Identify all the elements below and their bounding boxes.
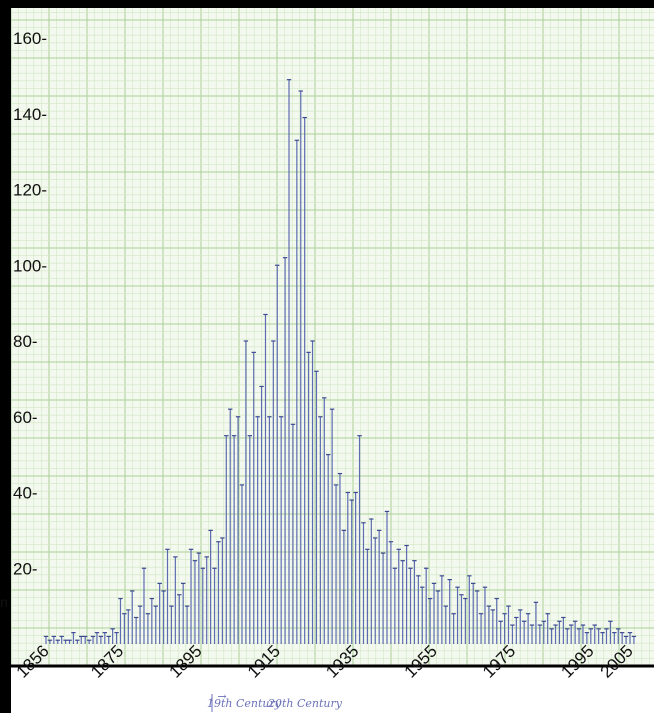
y-tick-label: 100- (13, 256, 47, 275)
y-tick-label: 20- (13, 559, 38, 578)
annotation-arrow: → (217, 690, 226, 703)
y-tick-label: 80- (13, 332, 38, 351)
left-border (0, 0, 11, 713)
top-border (0, 0, 654, 8)
y-tick-label: 140- (13, 105, 47, 124)
y-tick-label: 40- (13, 484, 38, 503)
y-axis-ticks: 20- 40- 60- 80- 100- 120- 140- 160- (13, 29, 47, 578)
stems (43, 79, 637, 644)
annotation-19th-century: 19th Century (207, 697, 282, 710)
y-tick-label: 120- (13, 181, 47, 200)
y-tick-label: 60- (13, 408, 38, 427)
annotation-20th-century: 20th Century (267, 697, 343, 710)
stray-glyph: n (0, 594, 8, 610)
y-tick-label: 160- (13, 29, 47, 48)
